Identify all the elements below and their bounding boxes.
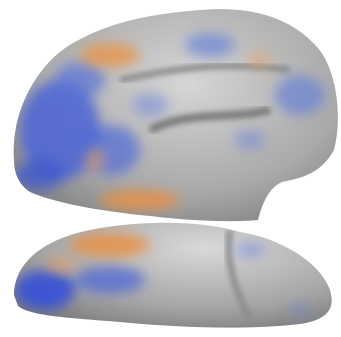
page	[0, 0, 341, 337]
brain-render	[0, 0, 341, 337]
